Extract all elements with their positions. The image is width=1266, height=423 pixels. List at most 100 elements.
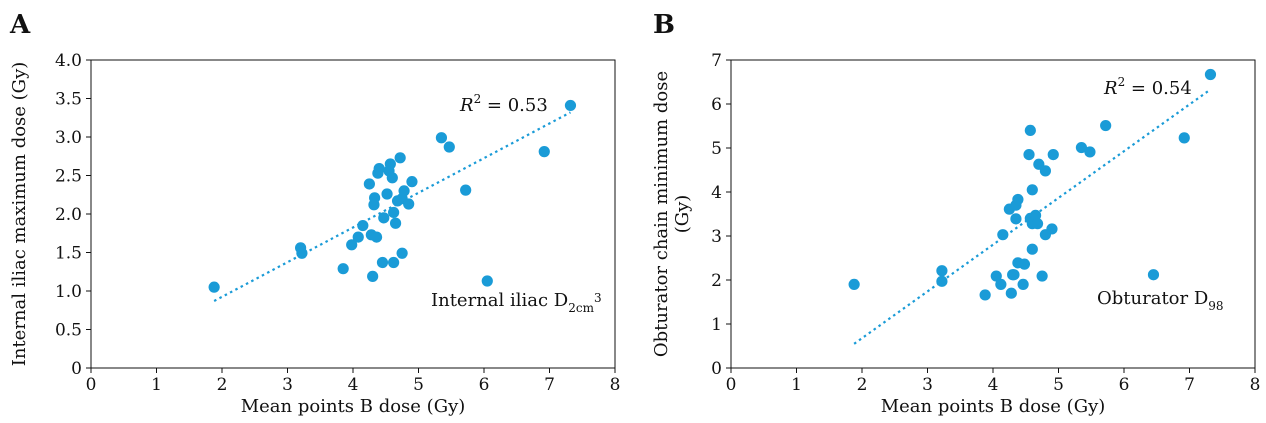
y-tick-label: 3	[711, 227, 722, 247]
data-point	[384, 158, 396, 170]
panel-b-x-axis-title: Mean points B dose (Gy)	[881, 396, 1106, 417]
data-point	[936, 265, 948, 277]
data-point	[369, 192, 381, 204]
y-tick-label: 0	[71, 359, 82, 379]
data-point	[357, 219, 369, 232]
y-tick-label: 0	[711, 359, 722, 379]
y-tick-label: 0.5	[55, 321, 82, 341]
data-point	[979, 289, 991, 301]
data-point	[460, 184, 472, 196]
x-tick-label: 2	[857, 375, 868, 395]
data-point	[1031, 218, 1044, 230]
x-tick-label: 8	[610, 375, 621, 395]
data-point	[208, 281, 220, 293]
panel-a-points	[208, 99, 577, 293]
data-point	[1075, 141, 1088, 154]
data-point	[398, 185, 410, 197]
data-point	[1008, 269, 1020, 281]
y-tick-label: 2.5	[55, 167, 82, 187]
x-tick-label: 6	[1119, 375, 1130, 395]
data-point	[394, 152, 406, 164]
data-point	[373, 162, 385, 175]
panel-a-annotation: Internal iliac D2cm3	[431, 290, 602, 315]
panel-b: B 0 1 2 3 4 5 6 7 8 0 1 2 3 4 5 6 7 Mean points B dose …	[651, 10, 1260, 417]
data-point	[389, 217, 402, 229]
x-tick-label: 0	[86, 375, 97, 395]
data-point	[1047, 149, 1059, 161]
x-tick-label: 1	[151, 375, 162, 395]
y-tick-label: 2.0	[55, 205, 82, 225]
data-point	[370, 231, 383, 243]
data-point	[1036, 270, 1048, 282]
data-point	[1084, 146, 1096, 158]
data-point	[406, 176, 418, 188]
panel-a-x-axis-title: Mean points B dose (Gy)	[241, 396, 466, 417]
panel-a-r2-symbol: R	[459, 95, 474, 116]
y-tick-label: 5	[711, 139, 722, 159]
data-point	[936, 275, 948, 287]
x-tick-label: 7	[544, 375, 555, 395]
y-tick-label: 2	[711, 271, 722, 291]
panel-b-annotation-main: Obturator D	[1097, 288, 1208, 309]
x-tick-label: 1	[791, 375, 802, 395]
panel-b-points	[848, 68, 1217, 301]
data-point	[995, 278, 1007, 290]
data-point	[538, 146, 550, 158]
data-point	[381, 188, 393, 200]
data-point	[346, 239, 358, 251]
y-tick-label: 7	[711, 51, 722, 71]
x-tick-label: 5	[413, 375, 424, 395]
data-point	[1204, 68, 1217, 81]
data-point	[990, 270, 1002, 282]
panel-a-r2-value: = 0.53	[481, 95, 548, 116]
x-tick-label: 4	[348, 375, 359, 395]
data-point	[1026, 184, 1038, 196]
x-tick-label: 3	[922, 375, 933, 395]
data-point	[481, 275, 493, 287]
data-point	[396, 247, 408, 259]
data-point	[1023, 149, 1035, 161]
data-point	[1147, 269, 1160, 281]
panel-a-r2-exponent: 2	[474, 92, 482, 106]
panel-b-y-axis-title-line2: (Gy)	[672, 195, 693, 234]
panel-b-r2-exponent: 2	[1118, 75, 1126, 89]
panel-b-x-ticks: 0 1 2 3 4 5 6 7 8	[726, 368, 1261, 395]
x-tick-label: 8	[1250, 375, 1261, 395]
panel-a-annotation-main: Internal iliac D	[431, 290, 568, 311]
panel-b-r2-label: R2 = 0.54	[1103, 75, 1192, 99]
data-point	[367, 270, 379, 282]
data-point	[1024, 124, 1036, 136]
panel-a-annotation-sup: 3	[594, 291, 602, 305]
data-point	[363, 178, 375, 190]
y-tick-label: 1.0	[55, 282, 82, 302]
panel-b-y-ticks: 0 1 2 3 4 5 6 7	[711, 51, 731, 379]
data-point	[1005, 287, 1017, 299]
panel-b-letter: B	[653, 10, 675, 40]
data-point	[1010, 213, 1022, 225]
data-point	[352, 231, 364, 243]
data-point	[1012, 193, 1024, 206]
data-point	[1178, 132, 1190, 144]
panel-b-annotation: Obturator D98	[1097, 288, 1224, 313]
x-tick-label: 3	[282, 375, 293, 395]
y-tick-label: 1	[711, 315, 722, 335]
y-tick-label: 3.5	[55, 90, 82, 110]
data-point	[564, 99, 577, 112]
data-point	[1039, 165, 1051, 177]
data-point	[337, 263, 349, 275]
data-point	[296, 247, 308, 259]
x-tick-label: 4	[988, 375, 999, 395]
data-point	[1029, 209, 1042, 221]
y-tick-label: 1.5	[55, 244, 82, 264]
panel-b-r2-symbol: R	[1103, 78, 1118, 99]
panel-a-annotation-sub: 2cm	[568, 301, 594, 315]
panel-a-x-ticks: 0 1 2 3 4 5 6 7 8	[86, 368, 621, 395]
data-point	[848, 278, 860, 290]
x-tick-label: 7	[1184, 375, 1195, 395]
data-point	[1100, 119, 1112, 132]
x-tick-label: 0	[726, 375, 737, 395]
data-point	[443, 141, 455, 153]
data-point	[1017, 278, 1029, 290]
data-point	[403, 198, 415, 210]
